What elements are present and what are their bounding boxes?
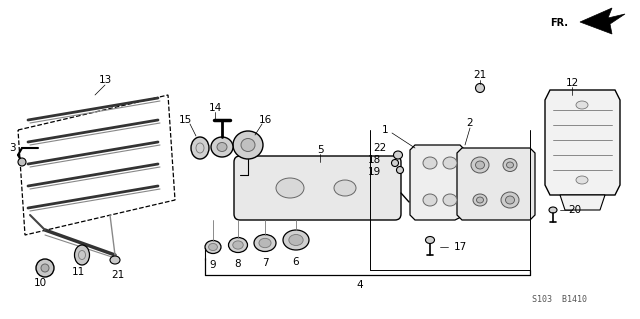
Ellipse shape <box>443 194 457 206</box>
Polygon shape <box>410 145 465 220</box>
Text: 7: 7 <box>262 258 268 268</box>
Ellipse shape <box>506 196 515 204</box>
Ellipse shape <box>259 238 271 248</box>
Ellipse shape <box>426 236 435 243</box>
Ellipse shape <box>397 167 403 174</box>
Ellipse shape <box>289 234 303 246</box>
Ellipse shape <box>191 137 209 159</box>
Text: 18: 18 <box>367 155 381 165</box>
Text: 22: 22 <box>373 143 387 153</box>
Text: 9: 9 <box>210 260 216 270</box>
Ellipse shape <box>74 245 90 265</box>
Text: 12: 12 <box>565 78 579 88</box>
Ellipse shape <box>283 230 309 250</box>
Polygon shape <box>545 90 620 195</box>
Text: S103  B1410: S103 B1410 <box>532 295 588 305</box>
Ellipse shape <box>501 192 519 208</box>
Ellipse shape <box>443 157 457 169</box>
Text: 4: 4 <box>356 280 364 290</box>
Ellipse shape <box>254 234 276 251</box>
Ellipse shape <box>36 259 54 277</box>
Text: 20: 20 <box>568 205 582 215</box>
Ellipse shape <box>423 157 437 169</box>
FancyBboxPatch shape <box>234 156 401 220</box>
Text: 16: 16 <box>259 115 271 125</box>
Text: 11: 11 <box>72 267 84 277</box>
Ellipse shape <box>209 243 218 251</box>
Text: 13: 13 <box>99 75 111 85</box>
Ellipse shape <box>241 138 255 152</box>
Text: 5: 5 <box>317 145 323 155</box>
Ellipse shape <box>503 159 517 172</box>
Text: 2: 2 <box>467 118 474 128</box>
Text: FR.: FR. <box>550 18 568 28</box>
Text: 8: 8 <box>235 259 241 269</box>
Ellipse shape <box>476 84 484 93</box>
Ellipse shape <box>477 197 483 203</box>
Text: 17: 17 <box>453 242 467 252</box>
Polygon shape <box>560 195 605 210</box>
Ellipse shape <box>211 137 233 157</box>
Text: 21: 21 <box>111 270 125 280</box>
Text: 19: 19 <box>367 167 381 177</box>
Ellipse shape <box>473 194 487 206</box>
Ellipse shape <box>18 158 26 166</box>
Ellipse shape <box>476 161 484 169</box>
Ellipse shape <box>233 131 263 159</box>
Ellipse shape <box>576 101 588 109</box>
Ellipse shape <box>471 157 489 173</box>
Ellipse shape <box>423 194 437 206</box>
Ellipse shape <box>576 176 588 184</box>
Polygon shape <box>580 8 625 34</box>
Ellipse shape <box>392 160 399 167</box>
Ellipse shape <box>41 264 49 272</box>
Ellipse shape <box>228 238 248 253</box>
Ellipse shape <box>110 256 120 264</box>
Polygon shape <box>457 148 535 220</box>
Ellipse shape <box>549 207 557 213</box>
Text: 10: 10 <box>33 278 47 288</box>
Ellipse shape <box>217 143 227 152</box>
Text: 21: 21 <box>474 70 486 80</box>
Ellipse shape <box>506 162 513 168</box>
Text: 3: 3 <box>9 143 15 153</box>
Ellipse shape <box>205 241 221 254</box>
Ellipse shape <box>334 180 356 196</box>
Ellipse shape <box>394 151 403 159</box>
Text: 15: 15 <box>179 115 191 125</box>
Text: 1: 1 <box>381 125 388 135</box>
Ellipse shape <box>276 178 304 198</box>
Text: 14: 14 <box>209 103 221 113</box>
Text: 6: 6 <box>292 257 300 267</box>
Ellipse shape <box>233 241 243 249</box>
